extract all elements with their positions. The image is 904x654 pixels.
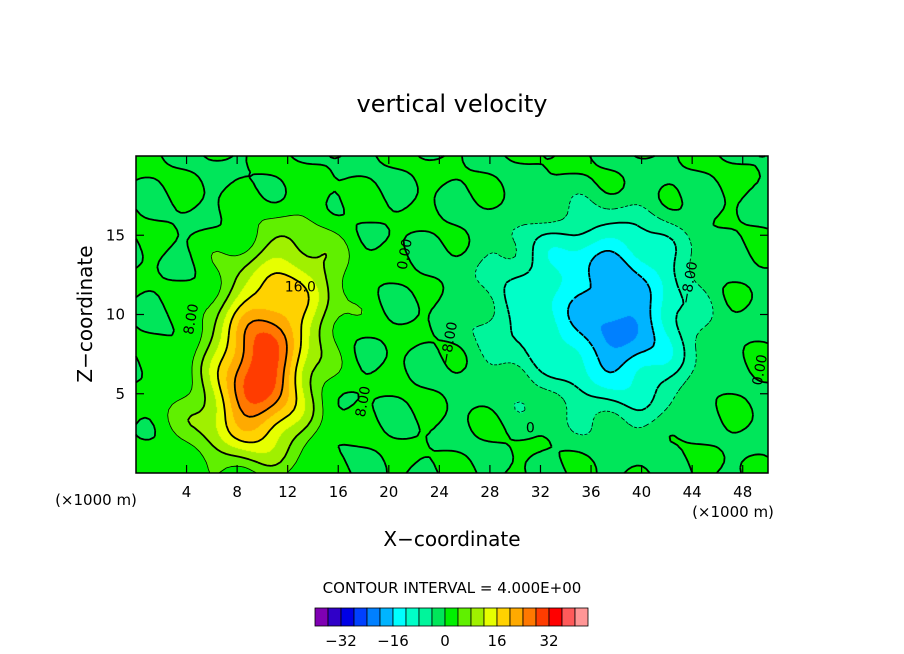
contour-label: 0 <box>526 421 535 437</box>
colorbar-swatch <box>392 607 407 627</box>
contour-label: 8.00 <box>181 303 202 336</box>
contour-label: 0.00 <box>750 353 771 386</box>
colorbar-swatch <box>418 607 433 627</box>
contour-interval-text: CONTOUR INTERVAL = 4.000E+00 <box>323 579 582 597</box>
plot-area: 16.0 8.00 8.00 0.00 −8.00 −8.00 0.00 0 <box>135 155 771 474</box>
x-tick-label: 40 <box>632 483 651 501</box>
contour-line <box>503 221 686 412</box>
colorbar-swatch <box>522 607 537 627</box>
y-axis-label: Z−coordinate <box>73 245 97 382</box>
x-tick-label: 12 <box>278 483 297 501</box>
y-axis: 5 10 15 <box>106 226 768 403</box>
colorbar-swatch <box>457 607 472 627</box>
colorbar-swatch <box>483 607 498 627</box>
colorbar-swatch <box>431 607 446 627</box>
x-tick-label: 4 <box>182 483 192 501</box>
x-axis-label: X−coordinate <box>383 527 520 551</box>
y-tick-label: 10 <box>106 306 125 324</box>
contour-label: −8.00 <box>678 260 701 305</box>
colorbar-swatch <box>470 607 485 627</box>
x-unit-label-right: (×1000 m) <box>692 503 774 521</box>
colorbar-tick-label: 16 <box>487 632 506 650</box>
x-tick-label: 48 <box>733 483 752 501</box>
colorbar-swatch <box>535 607 550 627</box>
colorbar-tick-label: −32 <box>325 632 357 650</box>
x-tick-label: 44 <box>683 483 702 501</box>
colorbar-swatch <box>548 607 563 627</box>
contour-fill <box>136 156 768 473</box>
colorbar-swatch <box>327 607 342 627</box>
colorbar-tick-label: −16 <box>377 632 409 650</box>
colorbar-swatch <box>574 607 589 627</box>
x-tick-label: 16 <box>329 483 348 501</box>
contour-label: −8.00 <box>438 321 461 366</box>
contour-label: 0.00 <box>395 238 416 271</box>
contour-line <box>167 214 363 474</box>
x-tick-label: 28 <box>480 483 499 501</box>
contour-line <box>472 193 714 436</box>
x-unit-label-left: (×1000 m) <box>55 491 137 509</box>
contour-line <box>135 155 769 474</box>
colorbar-tick-label: 32 <box>539 632 558 650</box>
colorbar-swatch <box>379 607 394 627</box>
y-tick-label: 5 <box>115 385 125 403</box>
contour-line <box>216 272 310 444</box>
colorbar-tick-label: 0 <box>440 632 450 650</box>
x-tick-label: 20 <box>379 483 398 501</box>
contour-labels: 16.0 8.00 8.00 0.00 −8.00 −8.00 0.00 0 <box>181 238 771 437</box>
contour-line <box>187 235 330 467</box>
colorbar-swatch <box>366 607 381 627</box>
contour-line <box>567 250 656 374</box>
colorbar-swatch <box>405 607 420 627</box>
x-tick-label: 32 <box>531 483 550 501</box>
colorbar-swatch <box>353 607 368 627</box>
contour-lines <box>135 155 769 474</box>
contour-label: 8.00 <box>353 385 374 418</box>
colorbar: −32 −16 0 16 32 <box>314 607 589 650</box>
colorbar-swatch <box>496 607 511 627</box>
chart-title: vertical velocity <box>357 90 548 118</box>
x-axis: 4 8 12 16 20 24 28 32 36 40 44 48 <box>182 156 752 501</box>
x-tick-label: 36 <box>581 483 600 501</box>
contour-line <box>233 319 288 418</box>
colorbar-swatch <box>444 607 459 627</box>
x-tick-label: 24 <box>430 483 449 501</box>
x-tick-label: 8 <box>232 483 242 501</box>
colorbar-swatch <box>340 607 355 627</box>
y-tick-label: 15 <box>106 226 125 244</box>
contour-label: 16.0 <box>285 280 316 296</box>
colorbar-swatch <box>561 607 576 627</box>
colorbar-swatch <box>314 607 329 627</box>
colorbar-swatch <box>509 607 524 627</box>
